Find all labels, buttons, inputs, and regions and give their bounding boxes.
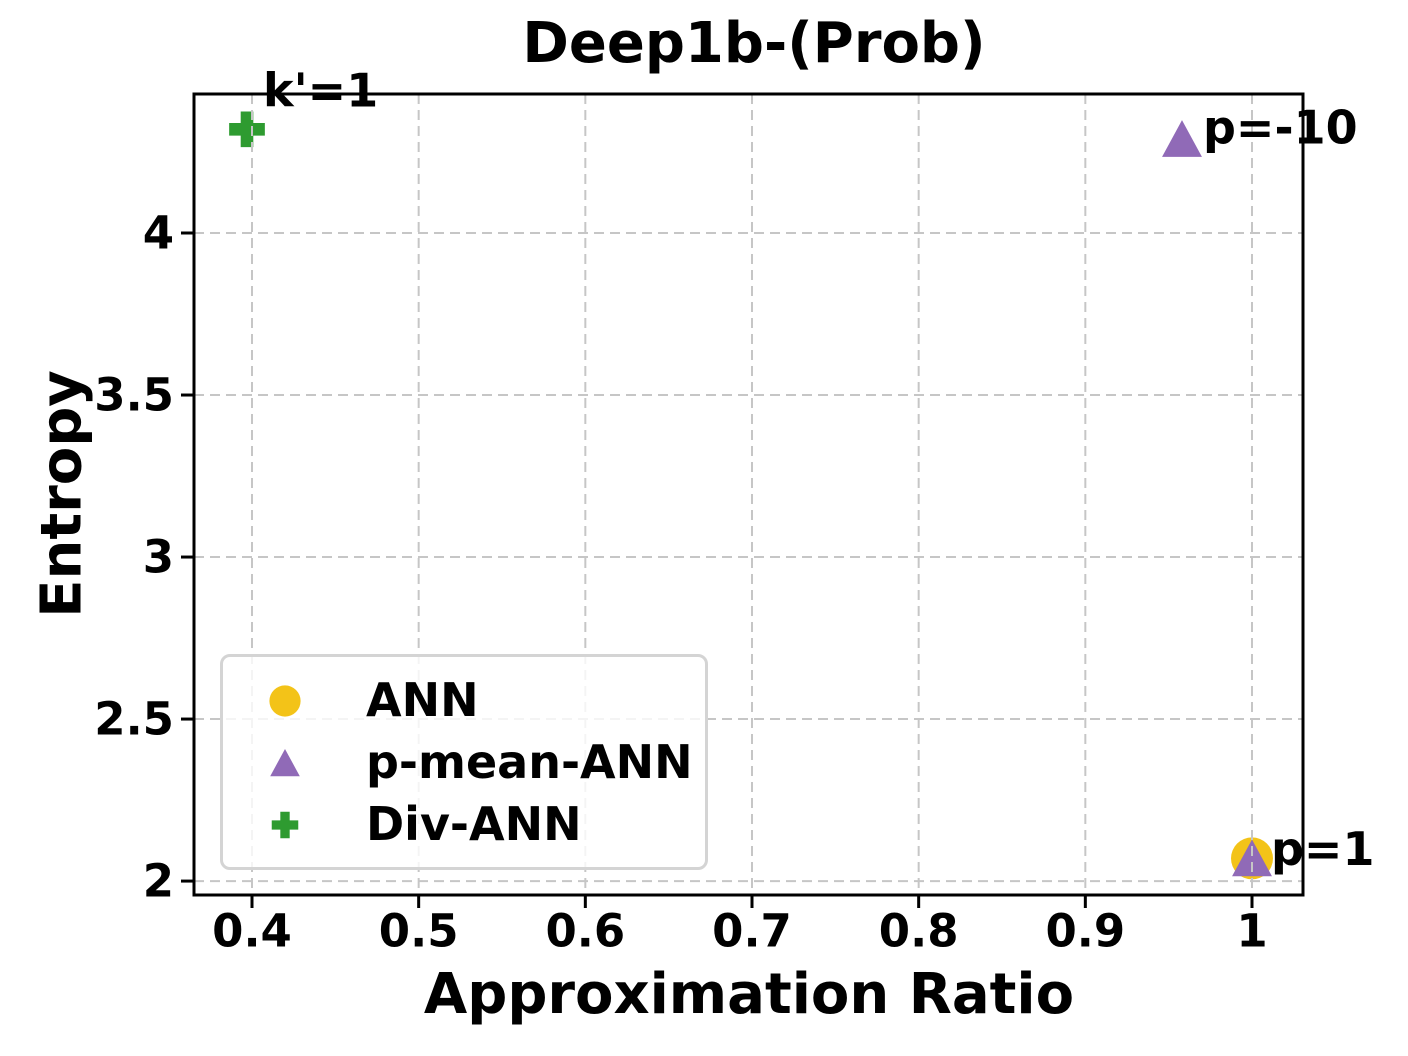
tick-marks [181, 231, 1254, 908]
x-tick-label: 0.9 [1045, 905, 1125, 958]
plus-marker-icon [271, 811, 299, 839]
data-point-triangle [270, 748, 300, 777]
legend-label: Div-ANN [366, 797, 582, 851]
legend-label: ANN [366, 673, 479, 727]
data-point-triangle [1162, 120, 1202, 157]
annotation-label: k'=1 [263, 64, 378, 118]
legend-item-div-ann: Div-ANN [259, 801, 705, 847]
legend-item-p-mean-ann: p-mean-ANN [259, 739, 705, 785]
legend-label: p-mean-ANN [366, 735, 693, 789]
x-tick-label: 0.5 [379, 905, 459, 958]
annotation-label: p=-10 [1203, 100, 1358, 154]
y-tick-label: 3 [143, 531, 174, 584]
x-tick-label: 1 [1236, 905, 1267, 958]
legend: ANN p-mean-ANN Div-ANN [220, 654, 708, 870]
y-tick-label: 3.5 [94, 369, 174, 422]
y-tick-label: 2 [143, 855, 174, 908]
y-tick-label: 2.5 [94, 693, 174, 746]
legend-item-ann: ANN [259, 677, 705, 723]
circle-marker-icon [269, 685, 301, 717]
chart-title: Deep1b-(Prob) [522, 11, 986, 76]
data-point-plus [229, 111, 265, 148]
triangle-marker-icon [270, 748, 300, 777]
x-tick-label: 0.6 [545, 905, 625, 958]
x-axis-label: Approximation Ratio [423, 962, 1075, 1027]
data-point-circle [269, 685, 301, 717]
data-point-plus [271, 811, 299, 839]
data-markers [229, 111, 1273, 880]
annotation-label: p=1 [1271, 822, 1374, 876]
data-point-triangle [1232, 839, 1272, 877]
plot-border [192, 92, 1305, 897]
y-tick-label: 4 [143, 207, 174, 260]
x-tick-label: 0.4 [212, 905, 292, 958]
gridlines [194, 94, 1303, 895]
x-tick-label: 0.7 [712, 905, 792, 958]
x-tick-label: 0.8 [879, 905, 959, 958]
